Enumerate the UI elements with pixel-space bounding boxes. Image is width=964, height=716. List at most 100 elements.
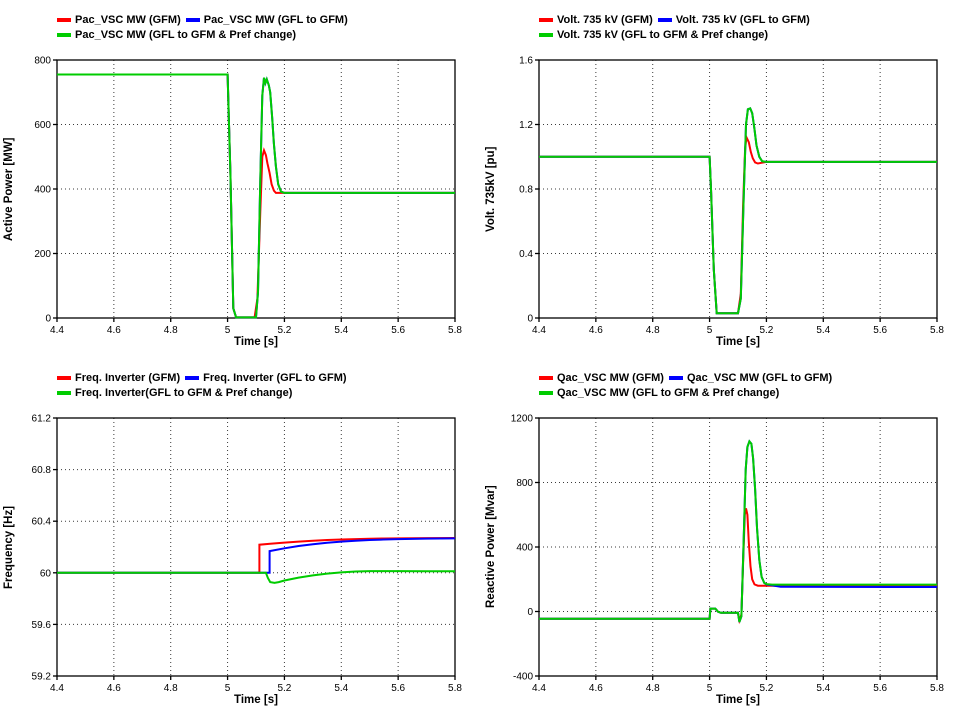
x-tick-label: 4.8	[646, 325, 660, 336]
x-tick-label: 5.4	[334, 683, 348, 694]
legend-item: Volt. 735 kV (GFM)	[539, 14, 653, 26]
x-tick-label: 5.6	[391, 683, 405, 694]
x-tick-label: 5.6	[873, 683, 887, 694]
y-tick-label: 0.8	[519, 185, 533, 196]
y-tick-label: 0	[527, 607, 533, 618]
legend-label: Pac_VSC MW (GFM)	[75, 13, 181, 26]
x-tick-label: 4.4	[532, 683, 546, 694]
y-tick-label: 59.6	[32, 620, 52, 631]
plot-frame	[56, 59, 456, 319]
legend-item: Volt. 735 kV (GFL to GFM & Pref change)	[539, 29, 768, 41]
x-tick-label: 5.4	[334, 325, 348, 336]
legend: Volt. 735 kV (GFM) Volt. 735 kV (GFL to …	[539, 12, 815, 42]
legend-swatch-blue	[185, 375, 200, 380]
x-tick-label: 4.4	[532, 325, 546, 336]
y-tick-label: 0	[45, 314, 51, 325]
legend-item: Pac_VSC MW (GFL to GFM)	[185, 13, 348, 26]
y-tick-label: 60.8	[32, 465, 52, 476]
y-axis-title: Active Power [MW]	[3, 137, 15, 241]
legend-row: Qac_VSC MW (GFL to GFM & Pref change)	[539, 385, 837, 400]
y-tick-label: 400	[34, 185, 51, 196]
x-tick-label: 5.2	[277, 325, 291, 336]
chart-panel-frequency: 4.4 4.6 4.8 5 5.2 5.4 5.6 5.8 59.2 59.6 60 60.4 60.8…	[0, 358, 482, 716]
series-line	[57, 537, 456, 574]
legend-swatch-green	[539, 32, 553, 37]
legend-row: Volt. 735 kV (GFM) Volt. 735 kV (GFL to …	[539, 12, 815, 27]
plot-area: 4.4 4.6 4.8 5 5.2 5.4 5.6 5.8 0 0.4 0.8 1.2 1.6	[519, 56, 944, 337]
x-tick-label: 5.2	[277, 683, 291, 694]
legend-label: Pac_VSC MW (GFL to GFM)	[203, 13, 348, 26]
legend-item: Volt. 735 kV (GFL to GFM)	[657, 13, 810, 26]
legend-label: Volt. 735 kV (GFL to GFM & Pref change)	[557, 28, 769, 41]
x-axis-title: Time [s]	[716, 336, 760, 348]
legend-label: Qac_VSC MW (GFL to GFM)	[686, 371, 833, 384]
legend-swatch-red	[539, 17, 553, 22]
y-tick-label: 1200	[511, 414, 534, 425]
x-tick-label: 4.6	[107, 325, 121, 336]
x-tick-label: 4.8	[646, 683, 660, 694]
x-tick-label: 4.8	[164, 325, 178, 336]
legend-swatch-green	[539, 390, 553, 395]
legend-item: Pac_VSC MW (GFM)	[57, 14, 181, 26]
y-tick-label: 0.4	[519, 249, 533, 260]
y-tick-label: 60.4	[32, 517, 52, 528]
series-line	[57, 73, 455, 319]
x-axis-title: Time [s]	[234, 336, 278, 348]
y-tick-label: 600	[34, 120, 51, 131]
series-line	[539, 133, 937, 315]
series-line	[539, 508, 937, 625]
plot-area: 4.4 4.6 4.8 5 5.2 5.4 5.6 5.8 -400 0 400 800 1200	[511, 414, 945, 695]
y-tick-label: 60	[40, 568, 52, 579]
legend-swatch-red	[539, 375, 553, 380]
y-axis-title: Reactive Power [Mvar]	[485, 485, 497, 609]
x-tick-label: 5	[225, 683, 231, 694]
legend-item: Qac_VSC MW (GFL to GFM)	[668, 371, 833, 384]
y-tick-label: 200	[34, 249, 51, 260]
legend-label: Freq. Inverter(GFL to GFM & Pref change)	[75, 386, 293, 399]
x-tick-label: 5.8	[448, 683, 462, 694]
legend: Qac_VSC MW (GFM) Qac_VSC MW (GFL to GFM)…	[539, 370, 837, 400]
legend-item: Freq. Inverter(GFL to GFM & Pref change)	[57, 387, 292, 399]
x-tick-label: 5	[225, 325, 231, 336]
y-tick-label: 0	[527, 314, 533, 325]
legend: Pac_VSC MW (GFM) Pac_VSC MW (GFL to GFM)…	[57, 12, 353, 42]
legend-row: Volt. 735 kV (GFL to GFM & Pref change)	[539, 27, 815, 42]
y-tick-label: 400	[516, 543, 533, 554]
x-tick-label: 5.4	[816, 683, 830, 694]
x-tick-label: 5.6	[873, 325, 887, 336]
legend-label: Volt. 735 kV (GFL to GFM)	[675, 13, 810, 26]
legend-item: Pac_VSC MW (GFL to GFM & Pref change)	[57, 29, 296, 41]
series-line	[539, 439, 938, 623]
x-tick-label: 5	[707, 325, 713, 336]
plot-frame	[56, 417, 456, 677]
y-axis-title: Volt. 735kV [pu]	[485, 146, 497, 232]
legend-swatch-blue	[668, 375, 683, 380]
plot-frame	[538, 59, 938, 319]
y-tick-label: 1.6	[519, 56, 533, 67]
x-axis-title: Time [s]	[234, 694, 278, 706]
legend-row: Qac_VSC MW (GFM) Qac_VSC MW (GFL to GFM)	[539, 370, 837, 385]
x-tick-label: 4.8	[164, 683, 178, 694]
y-axis-title: Frequency [Hz]	[3, 505, 15, 589]
series-line	[57, 537, 456, 574]
legend-item: Freq. Inverter (GFM)	[57, 372, 180, 384]
series-line	[539, 439, 937, 623]
y-tick-label: 800	[34, 56, 51, 67]
y-tick-label: 1.2	[519, 120, 533, 131]
chart-panel-reactive-power: 4.4 4.6 4.8 5 5.2 5.4 5.6 5.8 -400 0 400 800 1200 Qa…	[482, 358, 964, 716]
legend-swatch-red	[57, 375, 71, 380]
x-tick-label: 5.2	[759, 325, 773, 336]
legend-label: Pac_VSC MW (GFL to GFM & Pref change)	[75, 28, 297, 41]
y-tick-label: -400	[513, 672, 533, 683]
series-line	[539, 107, 937, 315]
x-tick-label: 4.4	[50, 325, 64, 336]
x-tick-label: 5.8	[448, 325, 462, 336]
legend-label: Qac_VSC MW (GFM)	[557, 371, 664, 384]
x-tick-label: 4.4	[50, 683, 64, 694]
x-tick-label: 5	[707, 683, 713, 694]
y-tick-label: 59.2	[32, 672, 52, 683]
series-line	[57, 73, 455, 319]
legend-label: Qac_VSC MW (GFL to GFM & Pref change)	[557, 386, 780, 399]
